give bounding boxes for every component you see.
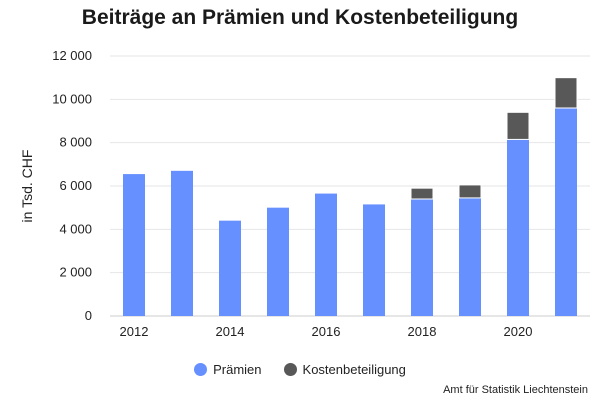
bar-praemien-2013[interactable] xyxy=(171,170,193,316)
x-tick-labels: 2012 2014 2016 2018 2020 xyxy=(120,324,533,339)
bar-kostenbeteiligung-2021[interactable] xyxy=(554,77,578,109)
legend-label-kostenbeteiligung: Kostenbeteiligung xyxy=(302,362,406,377)
bar-praemien-2017[interactable] xyxy=(363,204,385,316)
bar-kostenbeteiligung-2019[interactable] xyxy=(458,184,482,199)
x-tick-label: 2012 xyxy=(120,324,149,339)
x-tick-label: 2016 xyxy=(312,324,341,339)
chart-title: Beiträge an Prämien und Kostenbeteiligun… xyxy=(81,6,519,29)
bar-praemien-2012[interactable] xyxy=(123,174,145,316)
y-tick-label: 6 000 xyxy=(59,178,92,193)
y-tick-label: 0 xyxy=(85,308,92,323)
bar-kostenbeteiligung-2018[interactable] xyxy=(410,187,434,200)
bar-praemien-2021[interactable] xyxy=(555,108,577,316)
legend: Prämien Kostenbeteiligung xyxy=(0,362,600,377)
y-tick-labels: 0 2 000 4 000 6 000 8 000 10 000 12 000 xyxy=(52,48,92,323)
legend-item-kostenbeteiligung[interactable]: Kostenbeteiligung xyxy=(283,362,406,377)
legend-swatch-praemien xyxy=(194,363,208,376)
y-tick-label: 8 000 xyxy=(59,135,92,150)
legend-swatch-kostenbeteiligung xyxy=(283,363,297,376)
bar-praemien-2016[interactable] xyxy=(315,193,337,316)
bar-praemien-2018[interactable] xyxy=(411,199,433,316)
y-tick-label: 12 000 xyxy=(52,48,92,63)
bar-praemien-2014[interactable] xyxy=(219,220,241,316)
legend-label-praemien: Prämien xyxy=(213,362,262,377)
y-tick-label: 10 000 xyxy=(52,91,92,106)
source-credit: Amt für Statistik Liechtenstein xyxy=(443,384,588,396)
x-tick-label: 2018 xyxy=(408,324,437,339)
bar-praemien-2015[interactable] xyxy=(267,207,289,316)
legend-item-praemien[interactable]: Prämien xyxy=(194,362,262,377)
x-tick-label: 2020 xyxy=(504,324,533,339)
y-tick-label: 4 000 xyxy=(59,221,92,236)
bar-praemien-2020[interactable] xyxy=(507,139,529,316)
y-tick-label: 2 000 xyxy=(59,265,92,280)
bar-praemien-2019[interactable] xyxy=(459,197,481,316)
bar-kostenbeteiligung-2020[interactable] xyxy=(506,111,530,140)
bars xyxy=(123,77,578,316)
x-tick-label: 2014 xyxy=(216,324,245,339)
